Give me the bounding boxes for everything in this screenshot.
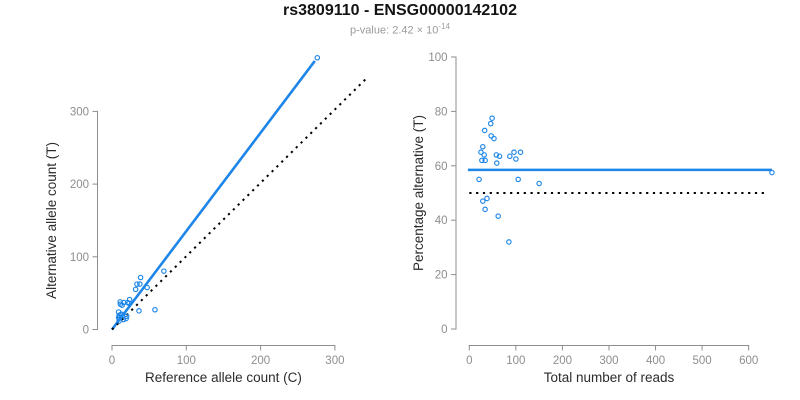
x-tick-label: 300 [325,355,344,367]
data-point [480,143,486,150]
data-point [488,133,494,139]
data-point [506,239,512,245]
page-title: rs3809110 - ENSG00000142102 [283,2,517,19]
y-tick-label: 100 [70,252,89,264]
x-tick-label: 500 [693,355,712,367]
fit-line [110,60,316,331]
data-point [496,153,503,160]
x-axis-title: Total number of reads [544,370,675,385]
data-point [484,195,490,202]
p-value-exponent: -14 [438,22,450,31]
data-point [491,135,497,142]
p-value-text: p-value: 2.42 × 10 [350,24,439,37]
y-tick-label: 40 [435,215,448,227]
data-point [476,176,482,183]
y-tick-label: 0 [441,324,447,336]
data-point [120,316,127,323]
data-point [478,149,484,155]
data-point [481,127,488,134]
data-point [123,313,130,320]
y-tick-label: 200 [70,179,89,191]
x-tick-label: 400 [646,355,665,367]
identity-line [111,75,370,331]
data-point [513,156,519,162]
x-tick-label: 100 [506,355,525,367]
data-point [487,120,494,127]
data-point [517,149,524,155]
x-tick-label: 300 [599,355,618,367]
x-axis-title: Reference allele count (C) [145,370,302,385]
x-tick-label: 0 [109,355,115,367]
y-tick-label: 300 [70,106,89,118]
data-point [132,286,139,293]
data-point [479,157,485,164]
data-point [769,169,775,176]
data-point [481,152,487,158]
data-point [511,149,517,155]
data-point [137,274,144,281]
y-axis-title: Percentage alternative (T) [411,115,426,271]
data-point [121,299,127,306]
x-tick-label: 600 [739,355,758,367]
left-scatter-panel: 0 100 200 300 0 100 200 300 Reference allele cou… [44,54,370,385]
data-point [126,300,132,307]
data-point [137,281,143,287]
y-tick-label: 60 [435,161,448,173]
data-point [480,198,486,204]
right-scatter-panel: 0 100 200 300 400 500 600 0 20 40 60 80 100 Total num… [411,52,775,385]
data-point [489,115,495,121]
data-point [152,306,158,313]
data-point [136,308,142,314]
data-point [118,311,125,317]
y-tick-label: 80 [435,106,448,118]
data-point [123,315,129,322]
x-tick-label: 200 [251,355,270,367]
y-tick-label: 100 [428,52,447,64]
data-point [314,54,321,61]
data-point [161,268,167,274]
y-tick-label: 0 [83,325,89,337]
data-point [515,176,521,183]
data-point [536,180,542,187]
y-axis-title: Alternative allele count (T) [44,142,59,299]
data-point [493,160,500,166]
data-point [134,281,140,287]
data-point [144,284,150,291]
data-point [482,206,488,213]
y-tick-label: 20 [435,270,448,282]
x-tick-label: 0 [466,355,472,367]
x-tick-label: 100 [177,355,196,367]
data-point [507,153,513,160]
x-tick-label: 200 [553,355,572,367]
p-value-subtitle: p-value: 2.42 × 10-14 [0,22,800,37]
data-point [482,157,488,164]
data-point [495,213,501,219]
